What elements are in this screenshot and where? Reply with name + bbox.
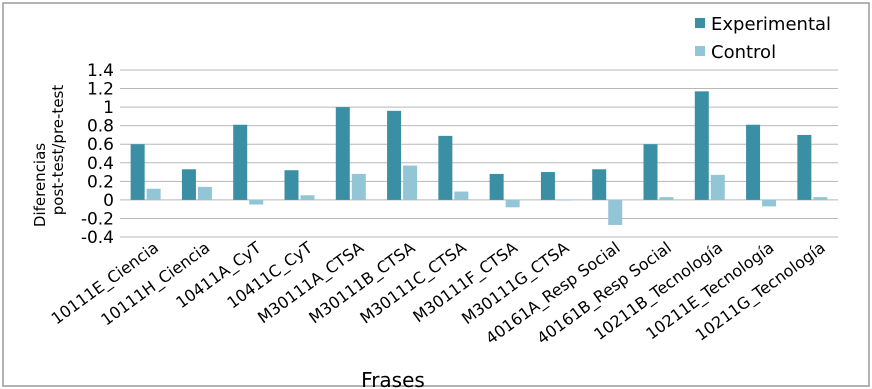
- bar-control: [197, 186, 212, 200]
- bar-experimental: [694, 91, 709, 200]
- bar-control: [403, 165, 418, 200]
- bar-control: [505, 199, 520, 208]
- y-tick-label: 1: [103, 98, 114, 118]
- bar-experimental: [438, 135, 453, 200]
- gridlines: [120, 69, 838, 238]
- y-axis-label-line-2: post-test/pre-test: [49, 85, 67, 216]
- bar-experimental: [181, 169, 196, 200]
- bar-control: [249, 199, 264, 205]
- legend-label-experimental: Experimental: [711, 14, 831, 35]
- y-tick-labels: -0.4-0.200.20.40.60.811.21.4: [81, 61, 114, 248]
- bar-control: [454, 191, 469, 200]
- bar-control: [710, 174, 725, 200]
- bar-experimental: [592, 169, 607, 200]
- bar-experimental: [335, 107, 350, 200]
- bar-control: [659, 197, 674, 200]
- bar-control: [813, 197, 828, 200]
- bar-experimental: [284, 170, 299, 200]
- bar-experimental: [797, 134, 812, 200]
- legend: Experimental Control: [695, 14, 831, 63]
- bar-control: [300, 195, 315, 200]
- y-tick-label: 1.2: [87, 80, 114, 100]
- bar-experimental: [540, 172, 555, 200]
- legend-label-control: Control: [711, 42, 776, 63]
- bar-experimental: [387, 110, 402, 200]
- bar-experimental: [489, 173, 504, 200]
- legend-swatch-experimental: [695, 18, 705, 28]
- x-axis-label: Frases: [361, 368, 425, 389]
- bar-experimental: [130, 144, 145, 200]
- y-tick-label: 0.8: [87, 117, 114, 137]
- y-axis-label-line-1: Diferencias: [31, 143, 49, 227]
- bar-experimental: [746, 124, 761, 200]
- bar-experimental: [233, 124, 248, 200]
- bar-control: [351, 173, 366, 200]
- y-tick-label: -0.4: [81, 228, 114, 248]
- y-tick-label: 0.4: [87, 154, 114, 174]
- bar-control: [146, 188, 161, 200]
- bar-control: [762, 199, 777, 207]
- y-tick-label: -0.2: [81, 209, 114, 229]
- bar-experimental: [643, 144, 658, 200]
- y-tick-label: 1.4: [87, 61, 114, 81]
- legend-swatch-control: [695, 46, 705, 56]
- y-tick-label: 0.2: [87, 172, 114, 192]
- bar-control: [556, 199, 571, 201]
- y-tick-label: 0.6: [87, 135, 114, 155]
- y-axis-label: Diferencias post-test/pre-test: [31, 85, 67, 227]
- bar-control: [608, 199, 623, 225]
- y-tick-label: 0: [103, 191, 114, 211]
- bars: [130, 91, 828, 225]
